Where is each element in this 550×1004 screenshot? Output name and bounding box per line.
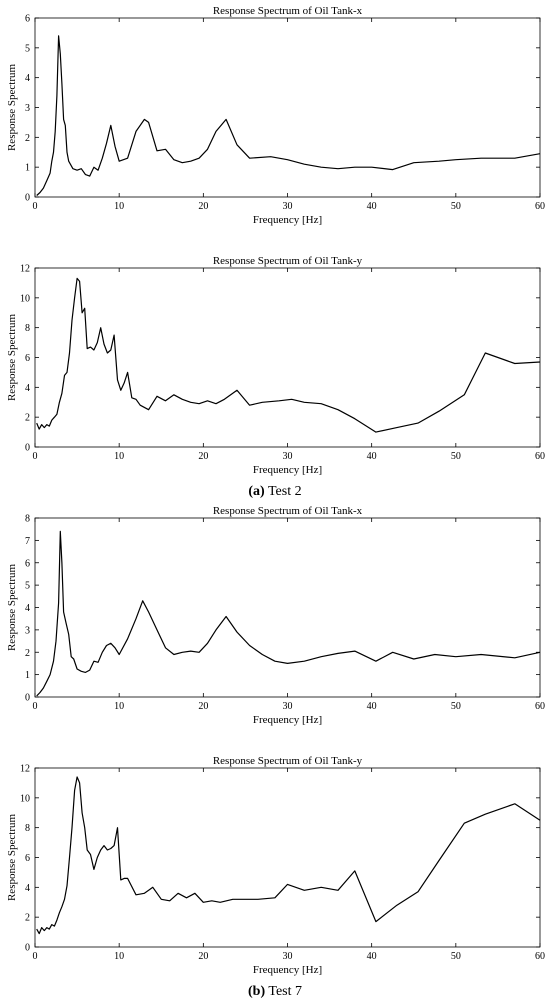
y-tick-label: 4 (25, 383, 30, 394)
chart-title: Response Spectrum of Oil Tank-y (213, 755, 363, 767)
chart-title: Response Spectrum of Oil Tank-x (213, 5, 363, 17)
x-tick-label: 30 (283, 451, 293, 462)
caption-test-2: (a) Test 2 (0, 484, 550, 500)
y-tick-label: 0 (25, 443, 30, 454)
x-tick-label: 10 (114, 451, 124, 462)
y-tick-label: 6 (25, 14, 30, 25)
x-axis-label: Frequency [Hz] (253, 464, 322, 476)
chart-2: Response Spectrum of Oil Tank-y0 10 20 30 40… (6, 255, 545, 476)
series-line (36, 530, 541, 697)
y-tick-label: 7 (25, 536, 30, 547)
y-tick-label: 6 (25, 558, 30, 569)
y-tick-label: 0 (25, 193, 30, 204)
caption-text-b: Test 7 (265, 984, 302, 999)
y-tick-label: 8 (25, 823, 30, 834)
y-tick-label: 2 (25, 913, 30, 924)
y-tick-label: 12 (20, 264, 30, 275)
caption-letter-a: (a) (248, 484, 265, 499)
y-tick-label: 3 (25, 625, 30, 636)
x-tick-label: 10 (114, 701, 124, 712)
x-tick-label: 20 (198, 701, 208, 712)
x-axis-label: Frequency [Hz] (253, 214, 322, 226)
x-tick-label: 50 (451, 201, 461, 212)
y-tick-label: 1 (25, 670, 30, 681)
x-tick-label: 40 (367, 201, 377, 212)
chart-title: Response Spectrum of Oil Tank-y (213, 255, 363, 267)
y-tick-label: 8 (25, 514, 30, 525)
x-tick-label: 0 (33, 201, 38, 212)
x-tick-label: 0 (33, 451, 38, 462)
y-tick-label: 2 (25, 133, 30, 144)
x-tick-label: 20 (198, 951, 208, 962)
x-tick-label: 60 (535, 701, 545, 712)
x-tick-label: 0 (33, 951, 38, 962)
plot-frame (34, 767, 541, 948)
y-tick-label: 2 (25, 648, 30, 659)
x-tick-label: 20 (198, 451, 208, 462)
x-tick-label: 50 (451, 701, 461, 712)
y-tick-label: 3 (25, 103, 30, 114)
chart-title: Response Spectrum of Oil Tank-x (213, 505, 363, 517)
plot-frame (34, 517, 541, 698)
y-axis-label: Response Spectrum (6, 564, 18, 652)
y-tick-label: 4 (25, 73, 30, 84)
x-tick-label: 50 (451, 451, 461, 462)
caption-test-7: (b) Test 7 (0, 984, 550, 1000)
y-tick-label: 6 (25, 853, 30, 864)
series-line (36, 35, 541, 196)
plot-frame (34, 17, 541, 198)
plot-frame (34, 267, 541, 448)
chart-3: Response Spectrum of Oil Tank-x0 10 20 30 40… (6, 505, 545, 726)
x-tick-label: 30 (283, 701, 293, 712)
y-axis-label: Response Spectrum (6, 814, 18, 902)
x-axis-label: Frequency [Hz] (253, 714, 322, 726)
y-tick-label: 8 (25, 323, 30, 334)
x-tick-label: 40 (367, 451, 377, 462)
y-tick-label: 5 (25, 581, 30, 592)
y-tick-label: 2 (25, 413, 30, 424)
chart-4: Response Spectrum of Oil Tank-y0 10 20 30 40… (6, 755, 545, 976)
x-tick-label: 0 (33, 701, 38, 712)
y-tick-label: 10 (20, 293, 30, 304)
x-tick-label: 60 (535, 451, 545, 462)
x-tick-label: 20 (198, 201, 208, 212)
y-tick-label: 10 (20, 793, 30, 804)
x-tick-label: 30 (283, 951, 293, 962)
x-tick-label: 10 (114, 201, 124, 212)
y-axis-label: Response Spectrum (6, 64, 18, 152)
caption-letter-b: (b) (248, 984, 266, 999)
y-tick-label: 1 (25, 163, 30, 174)
y-tick-label: 0 (25, 943, 30, 954)
x-tick-label: 60 (535, 201, 545, 212)
x-tick-label: 60 (535, 951, 545, 962)
x-tick-label: 40 (367, 701, 377, 712)
y-tick-label: 12 (20, 764, 30, 775)
x-axis-label: Frequency [Hz] (253, 964, 322, 976)
x-tick-label: 50 (451, 951, 461, 962)
y-axis-label: Response Spectrum (6, 314, 18, 402)
y-tick-label: 4 (25, 603, 30, 614)
caption-text-a: Test 2 (264, 484, 302, 499)
chart-1: Response Spectrum of Oil Tank-x0 10 20 30 40… (6, 5, 545, 226)
series-line (36, 776, 541, 935)
y-tick-label: 5 (25, 43, 30, 54)
y-tick-label: 0 (25, 693, 30, 704)
x-tick-label: 40 (367, 951, 377, 962)
x-tick-label: 10 (114, 951, 124, 962)
y-tick-label: 4 (25, 883, 30, 894)
x-tick-label: 30 (283, 201, 293, 212)
series-line (36, 277, 541, 433)
y-tick-label: 6 (25, 353, 30, 364)
